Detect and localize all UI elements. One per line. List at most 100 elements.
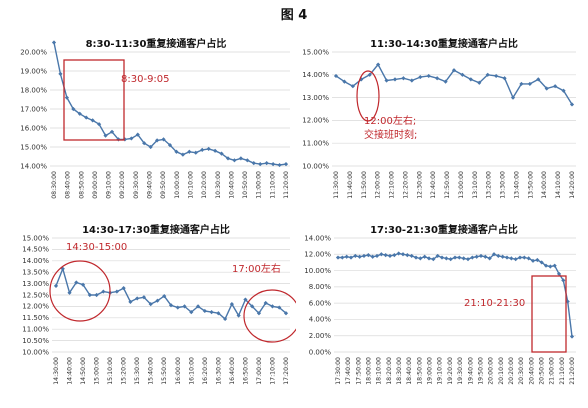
- x-tick-label: 15:30:00: [134, 357, 141, 385]
- chart-svg-3: 14:30-17:30重复接通客户占比 10.00% 10.50% 11.00% 11.…: [22, 224, 296, 385]
- x-tick-label: 13:40:00: [513, 171, 520, 199]
- y-tick-label: 16.00%: [20, 124, 47, 132]
- data-point: [543, 263, 549, 268]
- x-tick-label: 21:00:00: [549, 357, 556, 385]
- highlight-ellipse: [356, 70, 380, 122]
- y-tick-label: 14.00%: [302, 71, 329, 79]
- y-tick-label: 6.00%: [309, 299, 332, 307]
- x-tick-label: 17:30:00: [335, 357, 342, 385]
- data-point: [478, 253, 484, 259]
- data-point: [426, 256, 432, 261]
- y-tick-label: 14.00%: [304, 234, 331, 242]
- data-point: [94, 292, 99, 298]
- x-tick-label: 17:20:00: [283, 357, 290, 385]
- x-tick-label: 08:40:00: [65, 171, 72, 199]
- x-tick-label: 09:20:00: [119, 171, 126, 199]
- annotation-label: 交接班时刻;: [364, 128, 417, 141]
- data-point: [193, 150, 198, 155]
- data-point: [452, 255, 458, 260]
- y-tick-label: 13.00%: [302, 94, 329, 102]
- x-tick-label: 10:50:00: [242, 171, 249, 199]
- data-point: [392, 253, 397, 258]
- data-point: [470, 255, 475, 260]
- highlight-box: [531, 275, 567, 353]
- series-line: [338, 252, 573, 337]
- data-point: [71, 106, 76, 112]
- x-tick-label: 16:30:00: [215, 357, 222, 385]
- x-tick-label: 17:50:00: [355, 357, 362, 385]
- x-tick-label: 14:30:00: [53, 357, 60, 385]
- data-point: [544, 86, 549, 91]
- x-tick-label: 11:40:00: [347, 171, 354, 199]
- x-tick-label: 16:00:00: [175, 357, 182, 385]
- data-point: [500, 254, 505, 259]
- chart-panel-4: 17:30-21:30重复接通客户占比 0.00% 2.00% 4.00% 6.00% 8…: [294, 224, 584, 406]
- data-point: [552, 263, 557, 268]
- x-tick-label: 12:00:00: [375, 171, 382, 199]
- data-point: [504, 255, 510, 260]
- y-tick-label: 11.50%: [22, 314, 49, 322]
- data-point: [245, 158, 250, 163]
- data-point: [97, 122, 102, 127]
- data-point: [502, 76, 507, 81]
- y-tick-label: 4.00%: [309, 316, 332, 324]
- x-tick-label: 18:00:00: [366, 357, 373, 385]
- x-tick-label: 19:20:00: [447, 357, 454, 385]
- x-tick-label: 12:10:00: [389, 171, 396, 199]
- data-point: [409, 78, 414, 83]
- data-point: [357, 254, 362, 259]
- data-point: [422, 254, 427, 259]
- data-point: [344, 254, 349, 259]
- data-point: [561, 278, 566, 283]
- x-tick-label: 14:50:00: [80, 357, 87, 385]
- data-point: [167, 143, 173, 148]
- data-point: [383, 253, 388, 258]
- x-tick-label: 09:30:00: [133, 171, 140, 199]
- chart-title: 8:30-11:30重复接通客户占比: [86, 38, 227, 50]
- x-tick-label: 18:30:00: [396, 357, 403, 385]
- x-tick-label: 10:30:00: [215, 171, 222, 199]
- data-point: [340, 255, 345, 260]
- data-point: [483, 254, 488, 259]
- x-tick-label: 10:10:00: [187, 171, 194, 199]
- data-point: [155, 138, 160, 143]
- x-tick-label: 08:50:00: [78, 171, 85, 199]
- data-point: [223, 316, 228, 322]
- annotation-label: 14:30-15:00: [66, 242, 127, 253]
- data-point: [142, 141, 147, 146]
- x-tick-label: 11:30:00: [333, 171, 340, 199]
- x-tick-label: 14:00:00: [541, 171, 548, 199]
- data-point: [206, 146, 211, 151]
- data-point: [413, 255, 419, 260]
- x-tick-label: 12:30:00: [416, 171, 423, 199]
- x-tick-label: 21:20:00: [569, 357, 576, 385]
- data-point: [232, 158, 237, 163]
- x-tick-label: 17:00:00: [256, 357, 263, 385]
- data-point: [361, 253, 367, 259]
- data-point: [271, 162, 276, 167]
- data-point: [485, 72, 490, 77]
- annotation-label: 8:30-9:05: [121, 74, 170, 85]
- x-tick-label: 18:10:00: [376, 357, 383, 385]
- data-point: [64, 95, 69, 100]
- x-tick-label: 19:10:00: [437, 357, 444, 385]
- data-point: [200, 147, 205, 152]
- annotation-label: 17:00左右: [232, 262, 281, 275]
- x-tick-label: 15:50:00: [161, 357, 168, 385]
- data-point: [510, 95, 516, 100]
- x-tick-label: 15:10:00: [107, 357, 114, 385]
- y-tick-label: 10.50%: [22, 337, 49, 345]
- data-point: [148, 144, 153, 150]
- data-point: [379, 252, 384, 257]
- y-tick-label: 19.00%: [20, 67, 47, 75]
- data-point: [283, 311, 289, 316]
- data-point: [187, 149, 192, 154]
- data-point: [392, 77, 398, 82]
- y-tick-label: 13.50%: [22, 269, 49, 277]
- data-point: [530, 258, 536, 263]
- x-tick-label: 19:00:00: [427, 357, 434, 385]
- y-tick-label: 17.00%: [20, 105, 47, 113]
- x-tick-label: 12:20:00: [402, 171, 409, 199]
- x-tick-label: 09:50:00: [160, 171, 167, 199]
- data-point: [370, 254, 375, 259]
